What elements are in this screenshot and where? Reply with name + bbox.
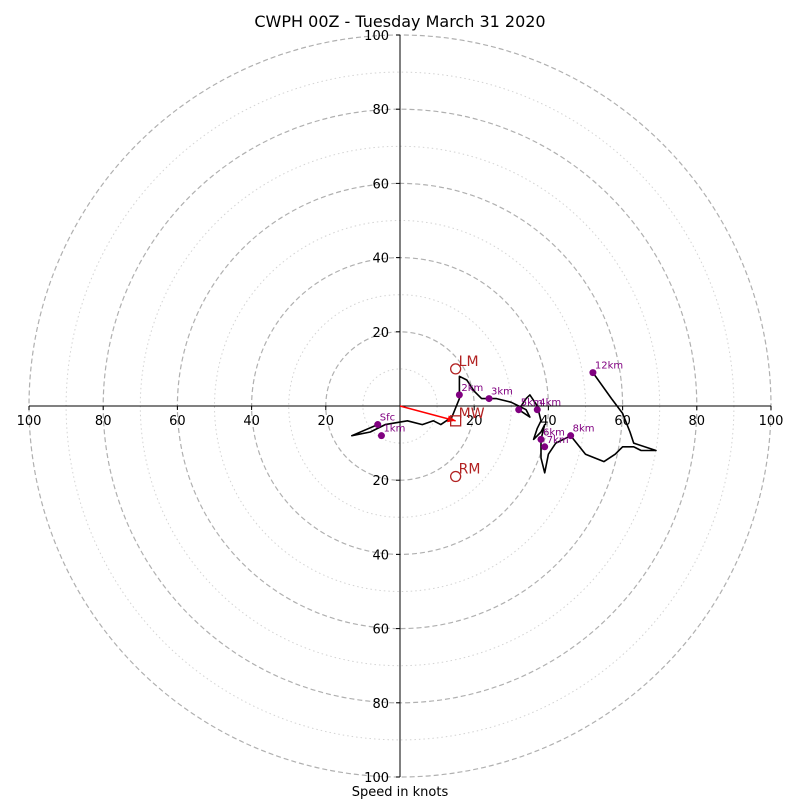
height-point-label: 12km (595, 361, 623, 372)
height-point (537, 435, 545, 443)
mean-wind-arrow (399, 405, 456, 422)
y-tick-label: 100 (364, 29, 389, 44)
height-point (455, 391, 463, 399)
height-point-label: 8km (573, 424, 595, 435)
motion-marker-label: MW (459, 406, 485, 422)
height-point (515, 406, 523, 414)
x-tick-label: 20 (466, 414, 483, 429)
x-tick-label: 100 (759, 414, 784, 429)
x-tick-label: 60 (169, 414, 186, 429)
height-point (567, 432, 575, 440)
height-point-label: 7km (547, 435, 569, 446)
height-point-label: 5km (521, 398, 543, 409)
height-point-label: 1km (383, 424, 405, 435)
height-point-label: Sfc (380, 413, 395, 424)
y-tick-label: 40 (372, 548, 389, 563)
y-tick-label: 20 (372, 474, 389, 489)
height-point-label: 4km (539, 398, 561, 409)
y-tick-label: 60 (372, 177, 389, 192)
x-tick-label: 40 (243, 414, 260, 429)
y-tick-label: 20 (372, 326, 389, 341)
height-point-label: 6km (543, 427, 565, 438)
x-tick-label: 100 (17, 414, 42, 429)
x-tick-label: 20 (318, 414, 335, 429)
chart-title: CWPH 00Z - Tuesday March 31 2020 (254, 12, 545, 31)
y-tick-label: 80 (372, 697, 389, 712)
motion-marker (449, 363, 462, 375)
storm-motion-markers: LM MW RM (449, 354, 485, 483)
x-axis-label: Speed in knots (352, 785, 449, 800)
height-point (589, 369, 597, 377)
height-point (485, 395, 493, 403)
height-point (377, 432, 385, 440)
motion-marker (449, 415, 462, 427)
motion-marker-label: LM (459, 354, 479, 370)
y-tick-label: 100 (364, 771, 389, 786)
axes: 1001008080606040402020202040406060808010… (17, 29, 784, 786)
y-tick-label: 60 (372, 623, 389, 638)
x-tick-label: 80 (689, 414, 706, 429)
motion-marker-label: RM (459, 461, 481, 477)
motion-marker (449, 470, 462, 483)
height-point (374, 421, 382, 429)
y-tick-label: 40 (372, 252, 389, 267)
height-point (541, 443, 549, 451)
y-tick-label: 80 (372, 103, 389, 118)
hodograph-line (350, 372, 657, 474)
height-point-label: 2km (461, 383, 483, 394)
x-tick-label: 80 (95, 414, 112, 429)
height-point (533, 406, 541, 414)
height-point-label: 3km (491, 387, 513, 398)
